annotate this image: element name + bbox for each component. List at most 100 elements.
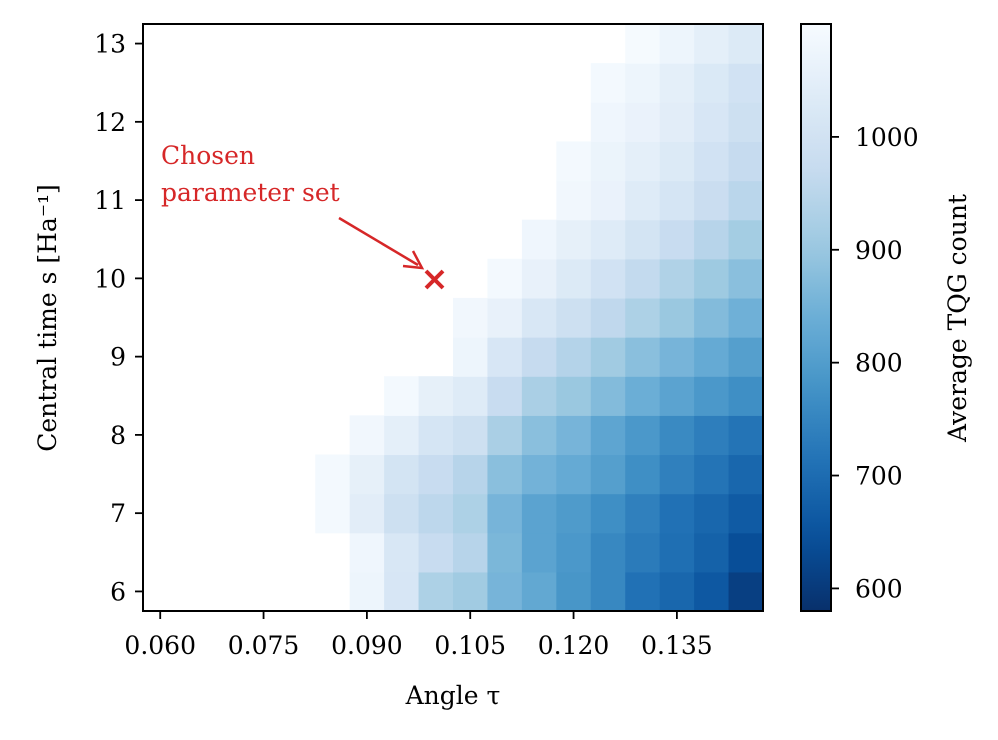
heatmap-cell bbox=[659, 219, 695, 260]
heatmap-cell bbox=[694, 24, 730, 64]
heatmap-cell bbox=[728, 493, 764, 534]
colorbar-tick-label: 900 bbox=[855, 236, 903, 265]
x-tick-label: 0.075 bbox=[228, 631, 300, 660]
heatmap-cell bbox=[384, 493, 420, 534]
y-tick-label: 10 bbox=[94, 264, 126, 293]
heatmap-cell bbox=[728, 24, 764, 64]
heatmap-cell bbox=[625, 63, 661, 103]
heatmap-cell bbox=[694, 141, 730, 182]
heatmap-cell bbox=[694, 571, 730, 612]
heatmap-cell bbox=[453, 532, 489, 573]
heatmap-cell bbox=[521, 493, 557, 534]
heatmap-cell bbox=[694, 102, 730, 142]
heatmap-cell bbox=[659, 532, 695, 573]
annotation-text-line-2: parameter set bbox=[161, 178, 340, 207]
heatmap-cell bbox=[521, 415, 557, 456]
heatmap-cell bbox=[728, 141, 764, 182]
heatmap-cell bbox=[590, 102, 626, 142]
heatmap-cell bbox=[556, 376, 592, 416]
chosen-parameter-annotation: Chosen parameter set bbox=[161, 141, 445, 290]
x-tick-label: 0.120 bbox=[538, 631, 610, 660]
heatmap-cell bbox=[590, 532, 626, 573]
heatmap-cell bbox=[625, 102, 661, 142]
heatmap-cell bbox=[521, 297, 557, 338]
heatmap-cell bbox=[521, 454, 557, 495]
x-tick-label: 0.060 bbox=[124, 631, 196, 660]
heatmap-cell bbox=[384, 454, 420, 495]
heatmap-cell bbox=[590, 297, 626, 338]
heatmap-cell bbox=[694, 180, 730, 221]
heatmap-cell bbox=[590, 180, 626, 221]
heatmap-cell bbox=[659, 63, 695, 103]
heatmap-cell bbox=[453, 376, 489, 416]
heatmap-cell bbox=[556, 180, 592, 221]
heatmap-cell bbox=[728, 376, 764, 416]
heatmap-cells bbox=[315, 24, 764, 612]
heatmap-cell bbox=[453, 493, 489, 534]
y-tick-label: 11 bbox=[94, 186, 126, 215]
heatmap-cell bbox=[694, 219, 730, 260]
heatmap-cell bbox=[521, 532, 557, 573]
heatmap-cell bbox=[590, 454, 626, 495]
heatmap-cell bbox=[521, 337, 557, 377]
heatmap-cell bbox=[659, 376, 695, 416]
heatmap-cell bbox=[625, 258, 661, 299]
heatmap-cell bbox=[659, 297, 695, 338]
heatmap-cell bbox=[349, 532, 385, 573]
heatmap-cell bbox=[590, 493, 626, 534]
heatmap-cell bbox=[694, 493, 730, 534]
heatmap-cell bbox=[590, 258, 626, 299]
heatmap-cell bbox=[625, 532, 661, 573]
heatmap-cell bbox=[728, 258, 764, 299]
heatmap-cell bbox=[418, 493, 454, 534]
heatmap-cell bbox=[556, 532, 592, 573]
heatmap-cell bbox=[694, 297, 730, 338]
y-axis-label: Central time s [Ha⁻¹] bbox=[33, 184, 62, 452]
plot-frame bbox=[142, 23, 764, 612]
heatmap-cell bbox=[556, 571, 592, 612]
heatmap-cell bbox=[590, 337, 626, 377]
y-axis: 6 7 8 9 10 11 12 13 bbox=[94, 30, 143, 606]
heatmap-cell bbox=[453, 454, 489, 495]
heatmap-cell bbox=[556, 415, 592, 456]
heatmap-cell bbox=[487, 258, 523, 299]
heatmap-cell bbox=[487, 454, 523, 495]
heatmap-cell bbox=[694, 258, 730, 299]
x-axis: 0.060 0.075 0.090 0.105 0.120 0.135 bbox=[124, 611, 713, 660]
colorbar-tick-label: 1000 bbox=[855, 123, 919, 152]
chosen-point-marker bbox=[424, 269, 445, 290]
heatmap-cell bbox=[694, 63, 730, 103]
heatmap-cell bbox=[556, 258, 592, 299]
heatmap-cell bbox=[728, 454, 764, 495]
colorbar-label: Average TQG count bbox=[943, 194, 972, 443]
heatmap-cell bbox=[556, 337, 592, 377]
heatmap-cell bbox=[418, 454, 454, 495]
heatmap-cell bbox=[556, 219, 592, 260]
heatmap-cell bbox=[590, 571, 626, 612]
heatmap-cell bbox=[728, 532, 764, 573]
heatmap-cell bbox=[625, 493, 661, 534]
colorbar-tick-label: 600 bbox=[855, 574, 903, 603]
heatmap-cell bbox=[453, 571, 489, 612]
heatmap-cell bbox=[694, 532, 730, 573]
heatmap-cell bbox=[487, 571, 523, 612]
heatmap-cell bbox=[521, 219, 557, 260]
y-tick-label: 9 bbox=[110, 343, 126, 372]
heatmap-cell bbox=[625, 337, 661, 377]
heatmap-cell bbox=[590, 219, 626, 260]
heatmap-cell bbox=[728, 63, 764, 103]
heatmap-cell bbox=[659, 24, 695, 64]
heatmap-cell bbox=[349, 571, 385, 612]
heatmap-cell bbox=[590, 141, 626, 182]
heatmap-cell bbox=[315, 454, 351, 495]
heatmap-cell bbox=[694, 376, 730, 416]
heatmap-cell bbox=[659, 258, 695, 299]
x-tick-label: 0.135 bbox=[641, 631, 713, 660]
heatmap-cell bbox=[659, 141, 695, 182]
heatmap-cell bbox=[659, 571, 695, 612]
heatmap-cell bbox=[521, 571, 557, 612]
colorbar-gradient bbox=[800, 23, 832, 612]
heatmap-cell bbox=[625, 454, 661, 495]
heatmap-cell bbox=[349, 454, 385, 495]
